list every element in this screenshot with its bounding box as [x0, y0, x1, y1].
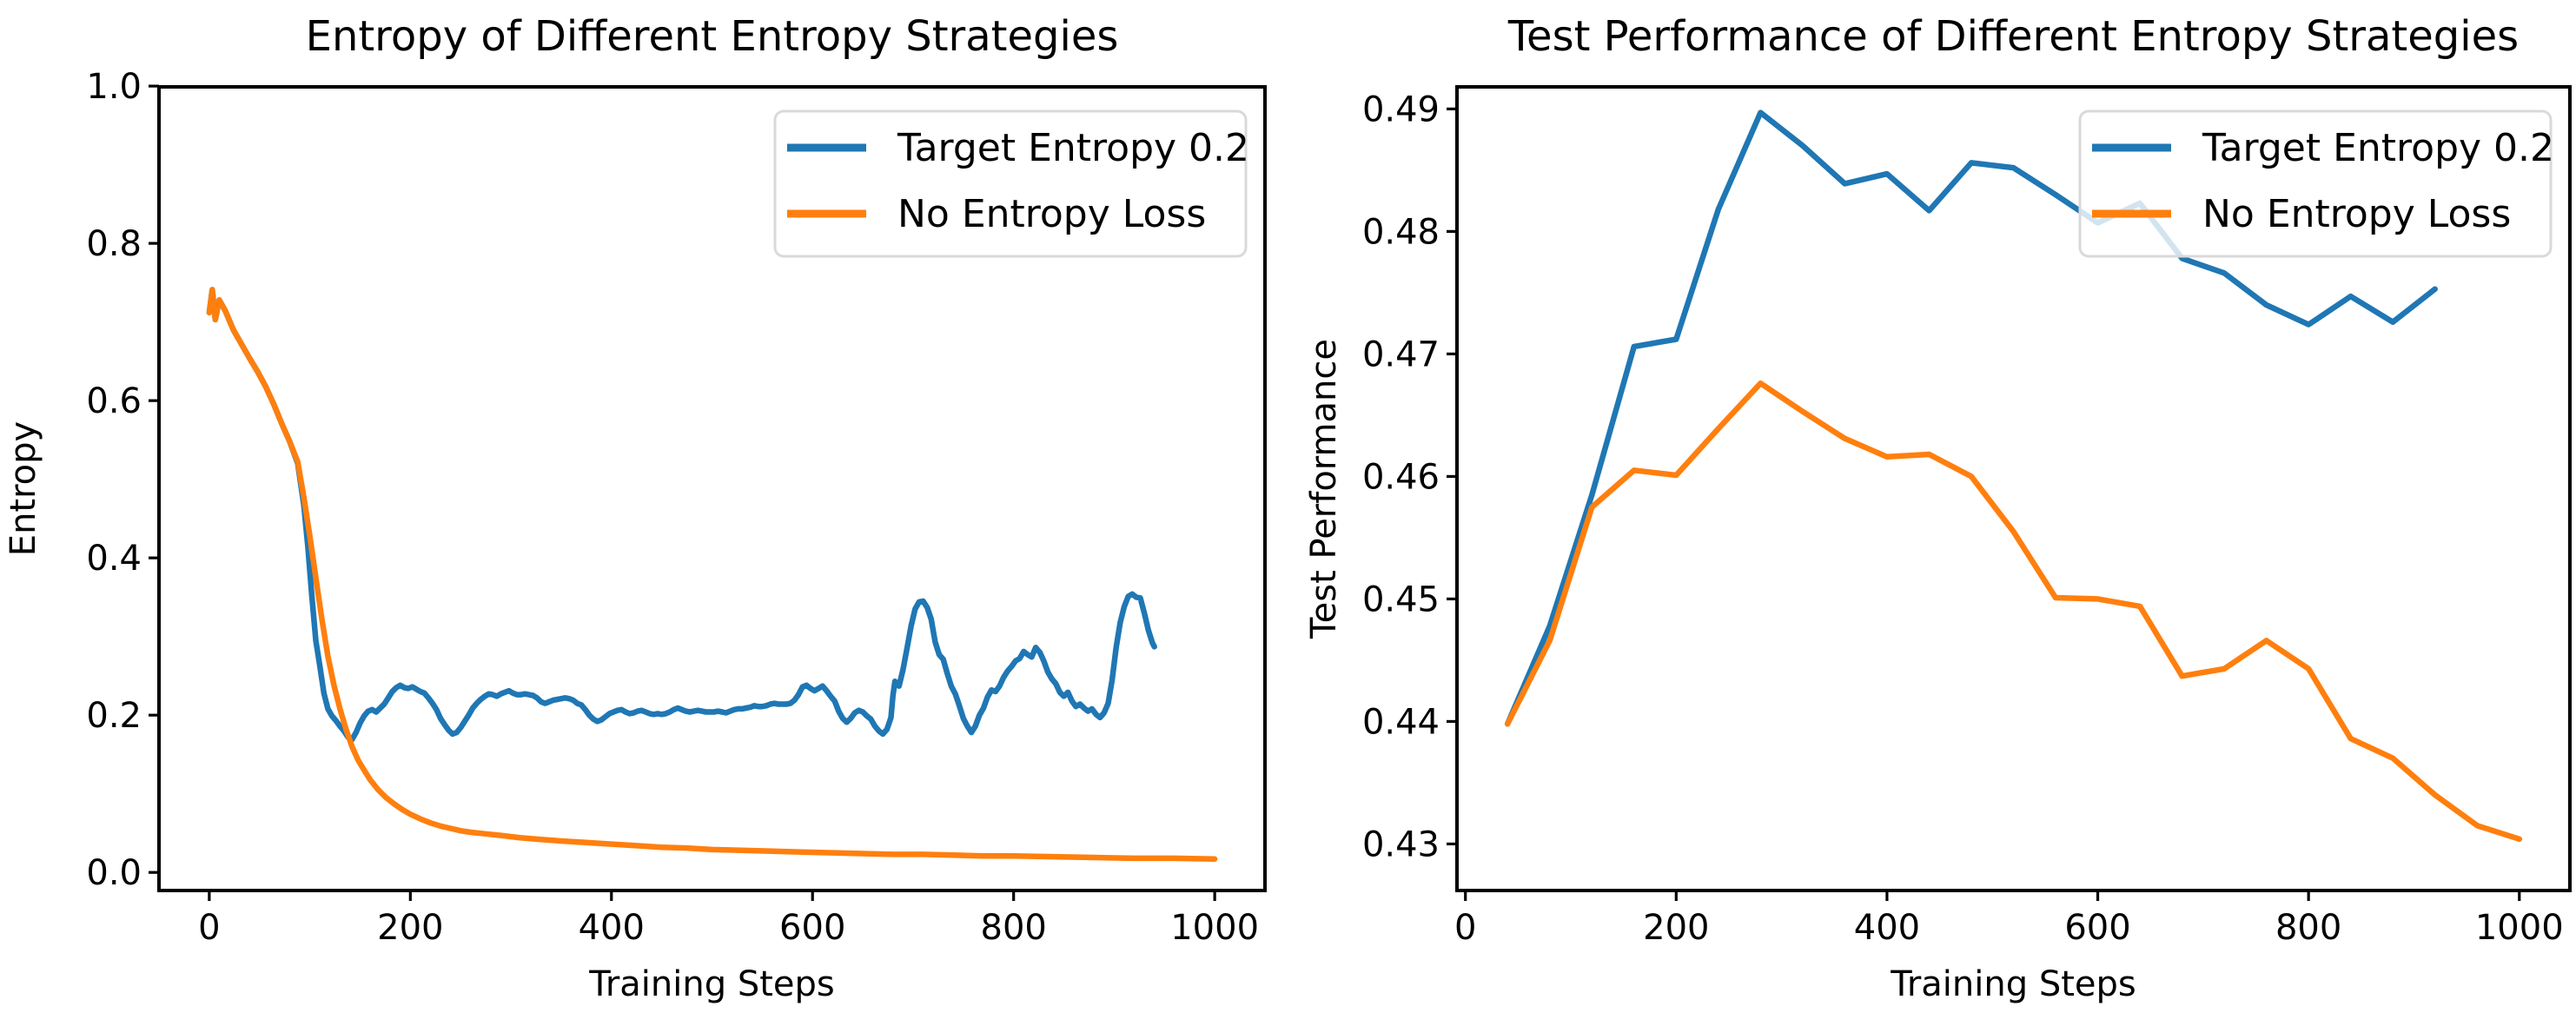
- series-line-target-entropy: [1504, 109, 2438, 727]
- plot-title: Test Performance of Different Entropy St…: [1507, 12, 2519, 61]
- x-tick-label: 800: [2275, 908, 2341, 948]
- y-tick-label: 0.2: [86, 696, 142, 736]
- entropy-subplot: 0 200 400 600 800 1000 0.0 0.2 0.4 0.6 0.8 1.0 Entro…: [3, 12, 1267, 1004]
- legend-label: Target Entropy 0.2: [2202, 126, 2554, 170]
- y-axis-label: Test Performance: [1304, 339, 1344, 639]
- series-line-target-entropy: [206, 287, 1157, 743]
- x-tick-label: 600: [779, 908, 845, 948]
- y-tick-label: 0.49: [1362, 89, 1440, 129]
- y-tick-label: 0.48: [1362, 212, 1440, 252]
- x-tick-label: 1000: [1170, 908, 1259, 948]
- y-tick-label: 0.46: [1362, 457, 1440, 497]
- y-axis-label: Entropy: [3, 421, 43, 556]
- legend-label: Target Entropy 0.2: [897, 126, 1249, 170]
- x-tick-label: 200: [1643, 908, 1709, 948]
- x-tick-label: 600: [2064, 908, 2130, 948]
- axes-spines: [1455, 85, 2572, 892]
- y-tick-label: 0.44: [1362, 702, 1440, 742]
- y-tick-label: 0.45: [1362, 579, 1440, 619]
- y-tick-label: 0.4: [86, 539, 142, 579]
- plot-title: Entropy of Different Entropy Strategies: [306, 12, 1119, 61]
- x-tick-label: 0: [1454, 908, 1476, 948]
- axes-spines: [157, 85, 1267, 892]
- x-axis-label: Training Steps: [588, 964, 834, 1004]
- legend-label: No Entropy Loss: [897, 192, 1206, 236]
- x-tick-label: 1000: [2475, 908, 2564, 948]
- y-tick-label: 0.0: [86, 853, 142, 893]
- legend: Target Entropy 0.2 No Entropy Loss: [773, 109, 1249, 258]
- legend-box: [2078, 109, 2553, 258]
- x-tick-label: 400: [1854, 908, 1920, 948]
- x-tick-label: 800: [981, 908, 1047, 948]
- x-tick-label: 0: [198, 908, 220, 948]
- x-tick-label: 200: [377, 908, 443, 948]
- y-tick-label: 0.6: [86, 381, 142, 421]
- y-tick-label: 0.8: [86, 224, 142, 264]
- series-line-no-entropy-loss: [1504, 380, 2523, 843]
- series-line-no-entropy-loss: [206, 287, 1218, 863]
- y-tick-label: 0.47: [1362, 334, 1440, 374]
- y-tick-label: 1.0: [86, 67, 142, 107]
- legend-box: [773, 109, 1248, 258]
- x-axis-label: Training Steps: [1890, 964, 2136, 1004]
- legend-label: No Entropy Loss: [2202, 192, 2511, 236]
- y-tick-label: 0.43: [1362, 824, 1440, 864]
- test-performance-subplot: 0 200 400 600 800 1000 0.43 0.44 0.45 0.46 0.47 0.4…: [1304, 12, 2572, 1004]
- x-tick-label: 400: [579, 908, 645, 948]
- legend: Target Entropy 0.2 No Entropy Loss: [2078, 109, 2554, 258]
